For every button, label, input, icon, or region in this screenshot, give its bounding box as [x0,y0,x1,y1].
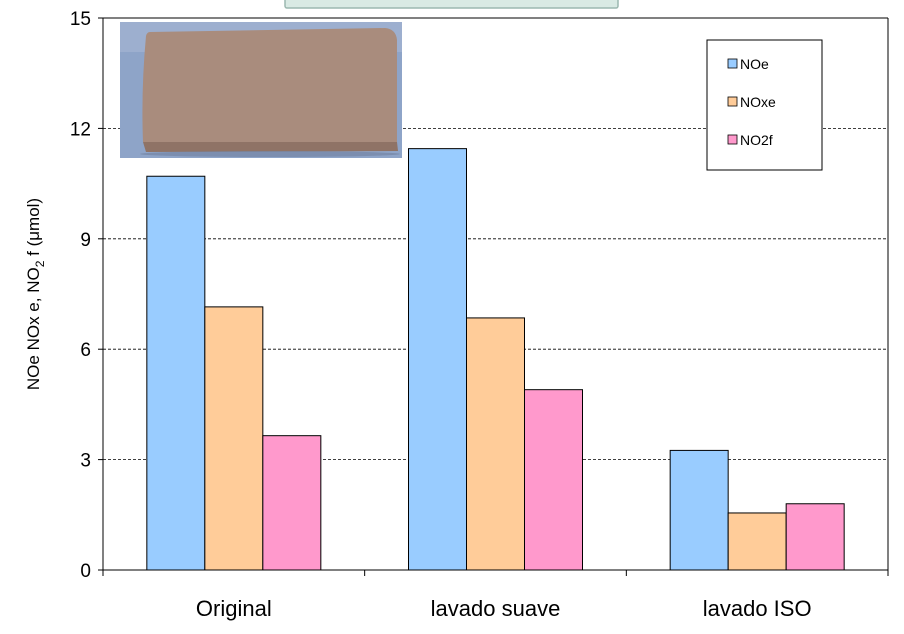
y-tick-label: 6 [80,340,91,361]
bar-noe-original [146,175,206,571]
bar-noe-lavado-suave [408,148,467,571]
brick-side [143,142,398,152]
inset-photo [120,22,402,158]
x-tick-label: lavado suave [431,596,561,621]
legend-swatch-noe [727,58,738,69]
x-tick-label: lavado ISO [703,596,812,621]
y-tick-label: 0 [80,561,91,582]
y-axis-title: NOe NOx e, NO2 f (μmol) [24,198,47,390]
legend-box [706,39,823,171]
bar-no2f-original [262,435,322,571]
bar-noe-lavado-iso [669,449,729,571]
y-tick-label: 9 [80,230,91,251]
bar-noxe-lavado-suave [466,317,525,571]
legend-label-no2f: NO2f [740,132,773,148]
bar-noxe-lavado-iso [727,512,787,571]
legend-swatch-noxe [727,96,738,107]
x-tick-label: Original [196,596,272,621]
y-tick-label: 15 [70,9,91,30]
y-ticks: 0 3 6 9 12 15 [70,9,103,582]
x-ticks: Original lavado suave lavado ISO [102,570,889,621]
brick-shadow [140,151,400,157]
y-tick-label: 12 [70,119,91,140]
legend-label-noe: NOe [740,56,769,72]
top-banner [284,0,619,9]
bar-no2f-lavado-suave [524,389,583,571]
legend: NOe NOxe NO2f [706,39,823,171]
legend-label-noxe: NOxe [740,94,776,110]
bar-noxe-original [204,306,264,571]
bars [146,148,845,571]
bar-no2f-lavado-iso [785,503,845,571]
y-tick-label: 3 [80,451,91,472]
brick-top [142,28,397,142]
legend-swatch-no2f [727,134,738,145]
